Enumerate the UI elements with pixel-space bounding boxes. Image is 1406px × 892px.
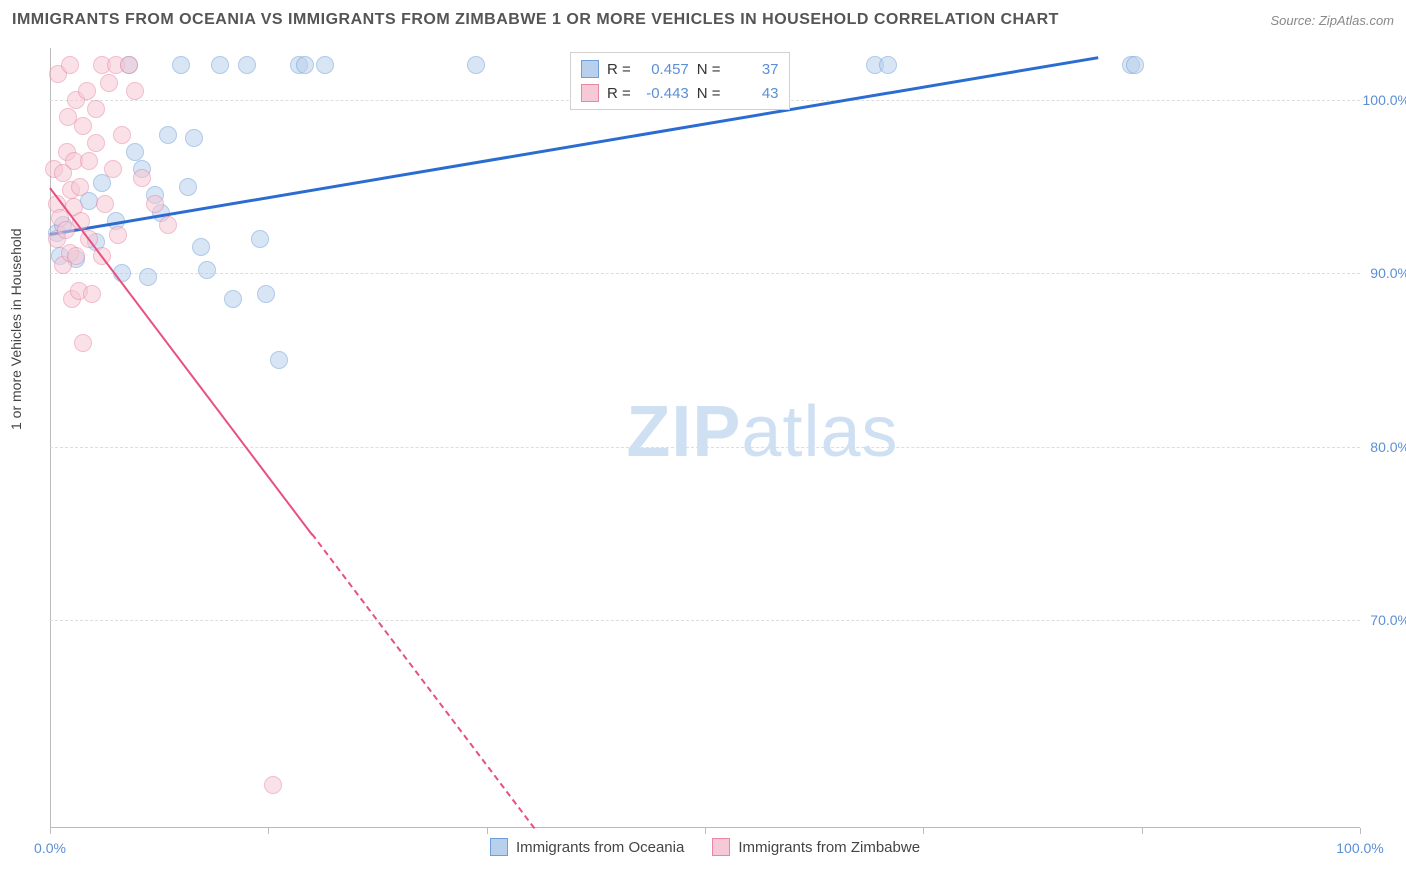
data-point [159, 126, 177, 144]
r-value-oceania: 0.457 [639, 61, 689, 78]
x-tick [1142, 828, 1143, 834]
data-point [192, 238, 210, 256]
data-point [146, 195, 164, 213]
y-tick-label: 80.0% [1360, 439, 1406, 455]
legend-item-oceania: Immigrants from Oceania [490, 838, 684, 856]
data-point [83, 285, 101, 303]
data-point [172, 56, 190, 74]
watermark: ZIPatlas [626, 391, 898, 473]
data-point [224, 290, 242, 308]
data-point [139, 268, 157, 286]
x-tick [705, 828, 706, 834]
watermark-atlas: atlas [741, 392, 898, 472]
swatch-oceania-icon [490, 838, 508, 856]
data-point [120, 56, 138, 74]
data-point [257, 285, 275, 303]
x-tick [923, 828, 924, 834]
data-point [211, 56, 229, 74]
data-point [113, 126, 131, 144]
data-point [74, 334, 92, 352]
correlation-legend: R = 0.457 N = 37 R = -0.443 N = 43 [570, 52, 790, 110]
source-attribution: Source: ZipAtlas.com [1270, 13, 1394, 28]
n-value-oceania: 37 [729, 61, 779, 78]
y-tick-label: 100.0% [1360, 92, 1406, 108]
data-point [198, 261, 216, 279]
data-point [109, 226, 127, 244]
legend-item-zimbabwe: Immigrants from Zimbabwe [712, 838, 920, 856]
swatch-zimbabwe [581, 84, 599, 102]
data-point [80, 152, 98, 170]
data-point [251, 230, 269, 248]
data-point [159, 216, 177, 234]
watermark-zip: ZIP [626, 392, 741, 472]
data-point [96, 195, 114, 213]
data-point [879, 56, 897, 74]
data-point [133, 169, 151, 187]
data-point [126, 82, 144, 100]
data-point [71, 178, 89, 196]
n-value-zimbabwe: 43 [729, 85, 779, 102]
data-point [100, 74, 118, 92]
legend-row-oceania: R = 0.457 N = 37 [581, 57, 779, 81]
data-point [238, 56, 256, 74]
plot-region: ZIPatlas 70.0%80.0%90.0%100.0%0.0%100.0% [50, 48, 1360, 828]
r-label: R = [607, 61, 631, 78]
grid-line [50, 620, 1360, 621]
chart-area: ZIPatlas 70.0%80.0%90.0%100.0%0.0%100.0%… [50, 48, 1360, 828]
title-bar: IMMIGRANTS FROM OCEANIA VS IMMIGRANTS FR… [0, 0, 1406, 40]
data-point [87, 100, 105, 118]
legend-row-zimbabwe: R = -0.443 N = 43 [581, 81, 779, 105]
data-point [61, 56, 79, 74]
x-tick [1360, 828, 1361, 834]
n-label: N = [697, 61, 721, 78]
n-label: N = [697, 85, 721, 102]
data-point [67, 247, 85, 265]
data-point [179, 178, 197, 196]
r-label: R = [607, 85, 631, 102]
y-tick-label: 90.0% [1360, 265, 1406, 281]
grid-line [50, 273, 1360, 274]
chart-title: IMMIGRANTS FROM OCEANIA VS IMMIGRANTS FR… [12, 11, 1059, 29]
data-point [1126, 56, 1144, 74]
x-tick [50, 828, 51, 834]
data-point [126, 143, 144, 161]
data-point [296, 56, 314, 74]
data-point [74, 117, 92, 135]
legend-label-zimbabwe: Immigrants from Zimbabwe [738, 839, 920, 856]
x-tick [268, 828, 269, 834]
data-point [78, 82, 96, 100]
series-legend: Immigrants from Oceania Immigrants from … [50, 838, 1360, 856]
data-point [264, 776, 282, 794]
legend-label-oceania: Immigrants from Oceania [516, 839, 684, 856]
trend-line-dashed [311, 534, 535, 830]
data-point [467, 56, 485, 74]
y-axis-label: 1 or more Vehicles in Household [8, 228, 24, 430]
data-point [87, 134, 105, 152]
y-tick-label: 70.0% [1360, 612, 1406, 628]
swatch-oceania [581, 60, 599, 78]
x-tick [487, 828, 488, 834]
data-point [270, 351, 288, 369]
data-point [185, 129, 203, 147]
swatch-zimbabwe-icon [712, 838, 730, 856]
data-point [316, 56, 334, 74]
data-point [104, 160, 122, 178]
r-value-zimbabwe: -0.443 [639, 85, 689, 102]
